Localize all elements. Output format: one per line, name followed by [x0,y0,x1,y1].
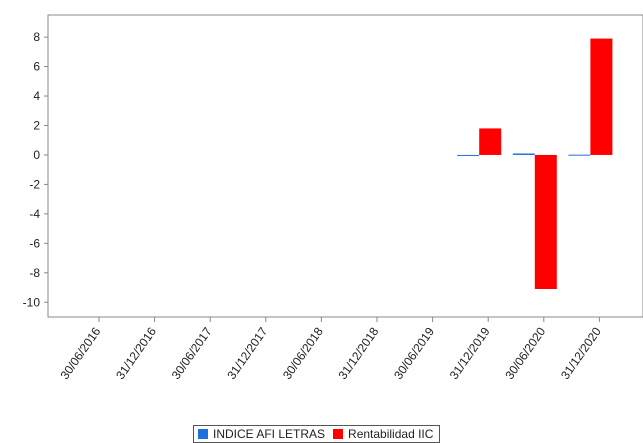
bar-indice-afi-letras [568,154,591,156]
y-tick-label: -4 [29,207,40,221]
y-tick-label: 0 [33,148,40,162]
bar-indice-afi-letras [512,153,535,155]
x-tick-label: 30/06/2020 [502,324,548,381]
x-tick-label: 31/12/2018 [336,324,382,381]
legend-label-rentabilidad: Rentabilidad IIC [348,427,434,441]
legend-label-indice: INDICE AFI LETRAS [213,427,326,441]
legend-swatch-indice [198,429,208,439]
legend-swatch-rentabilidad [333,429,344,439]
legend-item-rentabilidad: Rentabilidad IIC [333,427,433,441]
x-tick-label: 31/12/2020 [558,324,604,381]
x-tick-label: 30/06/2016 [58,324,104,381]
legend-item-indice: INDICE AFI LETRAS [198,427,325,441]
y-tick-label: 6 [33,60,40,74]
bar-rentabilidad-iic [590,38,613,155]
x-tick-label: 31/12/2016 [113,324,159,381]
y-tick-label: 8 [33,30,40,44]
y-tick-label: -6 [29,236,40,250]
bar-rentabilidad-iic [534,154,557,290]
y-tick-label: -2 [29,177,40,191]
bar-indice-afi-letras [457,154,480,156]
x-tick-label: 30/06/2018 [280,324,326,381]
y-tick-label: 4 [33,89,40,103]
y-tick-label: 2 [33,118,40,132]
x-tick-label: 31/12/2019 [447,324,493,381]
bar-rentabilidad-iic [479,128,502,155]
x-tick-label: 30/06/2017 [169,324,215,381]
y-tick-label: -8 [29,266,40,280]
bars [457,38,613,290]
x-axis: 30/06/2016 31/12/2016 30/06/2017 31/12/2017… [58,317,604,382]
legend: INDICE AFI LETRAS Rentabilidad IIC [193,425,441,443]
y-tick-label: -10 [23,295,41,309]
y-axis: -10 -8 -6 -4 -2 0 2 4 6 8 [23,30,48,309]
x-tick-label: 31/12/2017 [224,324,270,381]
x-tick-label: 30/06/2019 [391,324,437,381]
